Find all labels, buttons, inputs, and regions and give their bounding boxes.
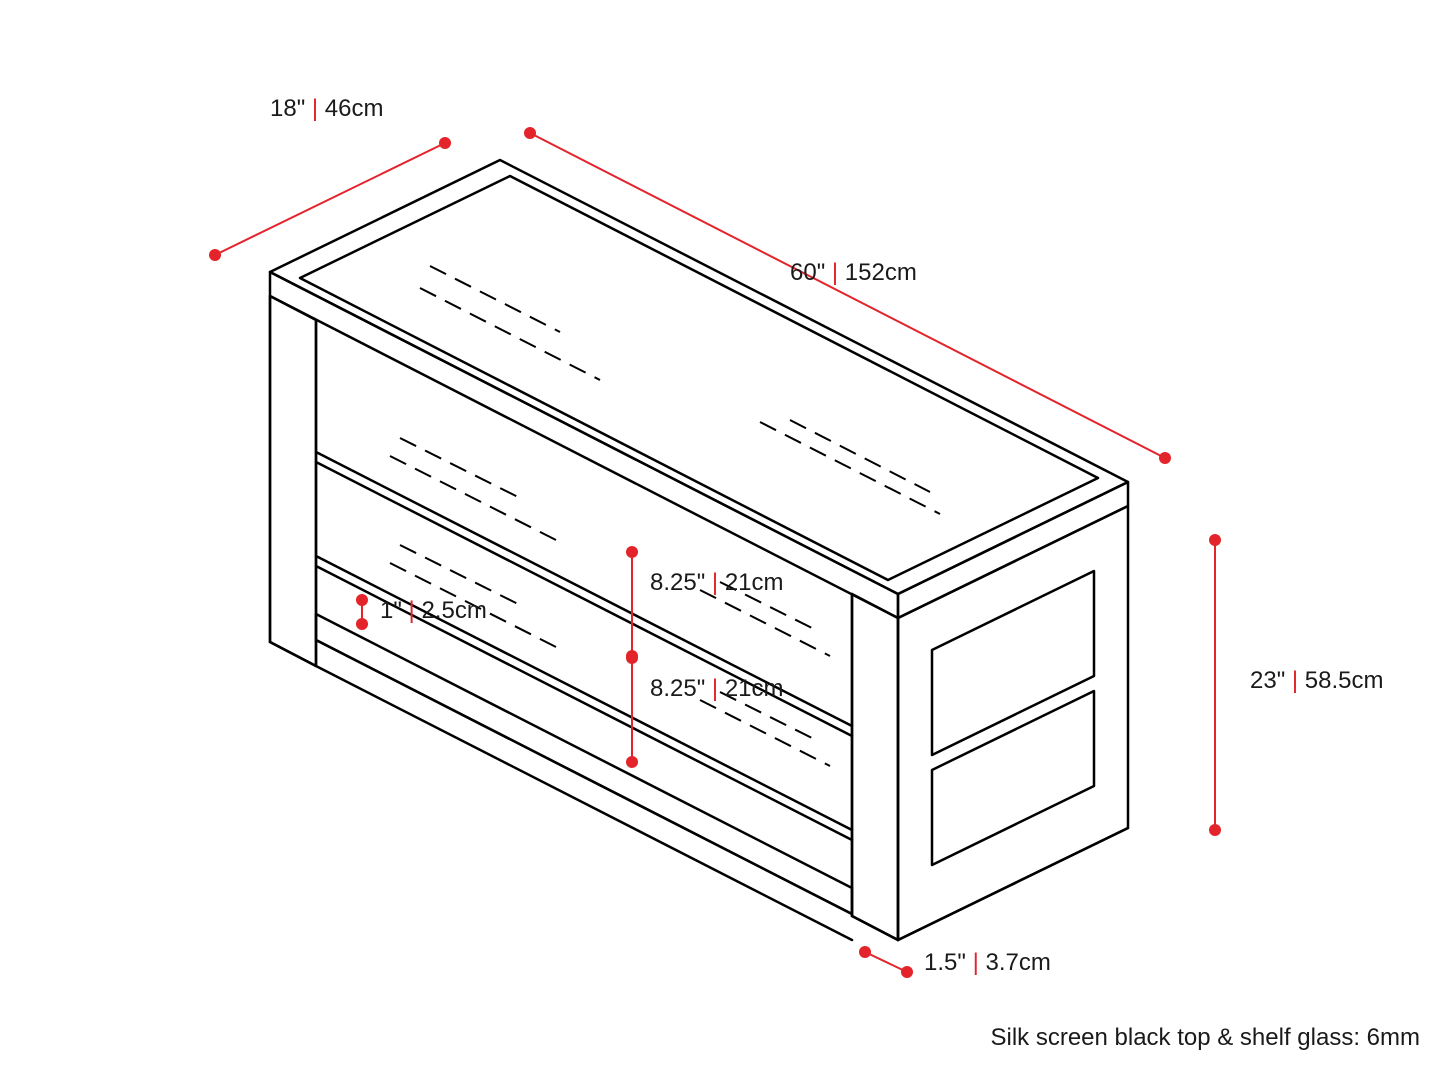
top-face-inner [300,176,1098,580]
dim-leg-thickness: 1.5" | 3.7cm [924,949,1051,976]
right-panel-front [852,594,898,940]
dim-width: 60" | 152cm [790,259,917,286]
dimension-lines: 18" | 46cm 60" | 152cm 23" | 58.5cm 8.25" |… [209,95,1384,978]
rail-bottom [316,666,852,940]
top-face [270,160,1128,594]
dim-depth: 18" | 46cm [270,95,383,122]
right-opening-lower [932,691,1094,865]
dimension-diagram: 18" | 46cm 60" | 152cm 23" | 58.5cm 8.25" |… [0,0,1445,1084]
top-front-edge [270,272,898,618]
left-panel-bottom [270,642,316,666]
dim-shelf-upper: 8.25" | 21cm [650,569,784,596]
furniture-outline [270,160,1128,940]
right-opening-upper [932,571,1094,755]
front-rail [316,614,852,914]
right-panel-bottom-front [852,916,898,940]
footer-note: Silk screen black top & shelf glass: 6mm [990,1024,1420,1051]
left-panel-front [270,296,316,666]
dim-shelf-lower: 8.25" | 21cm [650,675,784,702]
dim-height: 23" | 58.5cm [1250,667,1384,694]
dim-glass-thickness: 1" | 2.5cm [380,597,487,624]
